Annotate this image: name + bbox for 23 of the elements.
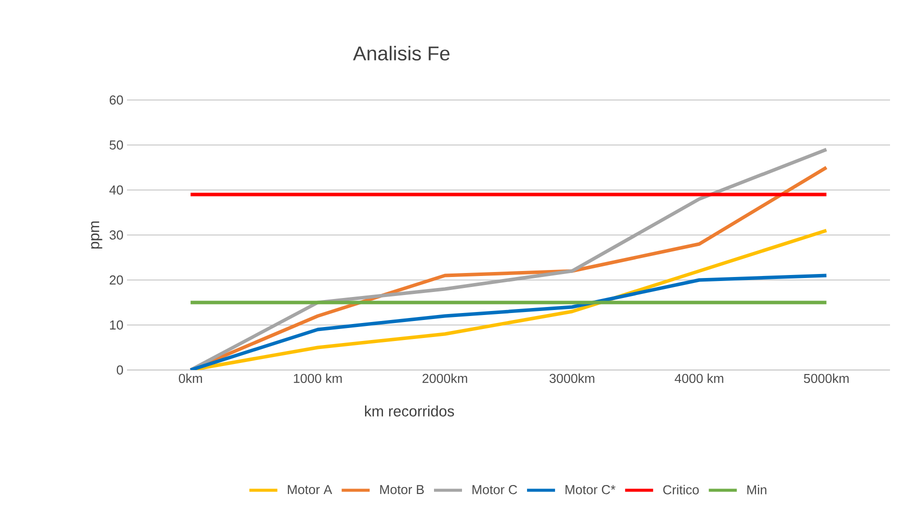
y-tick-label: 20: [110, 275, 123, 285]
y-tick-label: 50: [110, 140, 123, 150]
y-tick-label: 30: [110, 230, 123, 240]
legend-label: Critico: [663, 484, 699, 494]
y-tick-label: 0: [116, 365, 123, 375]
x-tick-label: 4000 km: [674, 374, 724, 384]
legend-label: Min: [747, 484, 766, 494]
x-tick-label: 3000km: [550, 374, 594, 384]
legend-label: Motor A: [288, 485, 332, 494]
legend-label: Motor C*: [566, 485, 616, 494]
legend-label: Motor B: [380, 485, 424, 494]
y-axis-title: ppm: [91, 221, 102, 249]
y-tick-label: 60: [110, 95, 123, 105]
x-tick-label: 2000km: [422, 374, 468, 384]
chart-title: Analisis Fe: [352, 46, 450, 60]
x-tick-label: 5000km: [804, 374, 849, 384]
y-tick-label: 10: [110, 320, 123, 330]
x-tick-label: 0km: [178, 374, 202, 384]
line-series: [188, 274, 828, 370]
x-tick-label: 1000 km: [294, 374, 342, 384]
legend-label: Motor C: [472, 485, 518, 494]
x-axis-title: km recorridos: [365, 406, 454, 416]
y-tick-label: 40: [109, 185, 123, 195]
